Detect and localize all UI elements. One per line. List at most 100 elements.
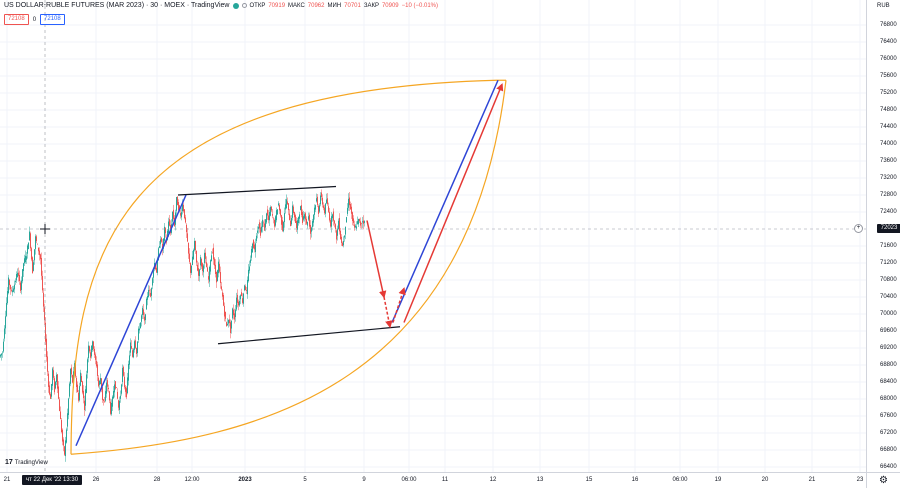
candle-body	[190, 262, 191, 273]
candle-body	[78, 392, 79, 401]
candle-body	[196, 250, 197, 263]
candle-body	[240, 295, 241, 300]
time-axis[interactable]: 21 26 28 12:00 2023 5 9 06:00 11 12 13 15 16 06:00 19 2…	[0, 472, 866, 489]
candle-body	[242, 298, 243, 303]
candle-body	[96, 360, 97, 367]
blue-trend-line[interactable]	[391, 79, 499, 323]
candle-body	[188, 242, 189, 254]
candle-body	[333, 211, 334, 221]
candle-body	[81, 376, 82, 383]
candle-body	[204, 252, 205, 264]
candle-body	[300, 206, 301, 211]
candle-body	[146, 298, 147, 310]
candle-body	[313, 214, 314, 223]
blue-trend-line[interactable]	[75, 194, 187, 447]
chart-plot-area[interactable]	[0, 0, 866, 472]
candle-body	[359, 218, 360, 222]
candle-body	[191, 265, 192, 273]
spread-value: 0	[32, 16, 37, 23]
price-tick-label: 75600	[880, 72, 897, 79]
candle-body	[288, 203, 289, 211]
candle-body	[102, 387, 103, 400]
candle-body	[291, 218, 292, 225]
fib-arc-upper[interactable]	[70, 79, 498, 455]
candle-body	[56, 374, 57, 383]
sell-button[interactable]: 72108	[4, 14, 29, 25]
candle-body	[29, 231, 30, 241]
candle-body	[309, 214, 310, 227]
current-price-label: 72023	[877, 224, 900, 233]
price-tick-label: 68400	[880, 378, 897, 385]
red-forecast-arrow[interactable]	[403, 83, 504, 323]
candle-body	[11, 289, 12, 291]
symbol-legend[interactable]: US DOLLAR-RUBLE FUTURES (MAR 2023) · 30 …	[4, 2, 438, 9]
candle-body	[318, 206, 319, 214]
channel-boundary-line[interactable]	[177, 185, 337, 196]
candle-body	[348, 198, 349, 208]
candle-body	[201, 258, 202, 267]
candle-body	[286, 199, 287, 209]
chart-settings-gear-icon[interactable]: ⚙	[866, 472, 900, 488]
candle-body	[116, 387, 117, 388]
candle-body	[140, 322, 141, 329]
price-tick-label: 66400	[880, 463, 897, 470]
time-tick-label: 15	[585, 477, 593, 483]
candle-body	[183, 204, 184, 212]
red-forecast-arrow[interactable]	[383, 296, 393, 329]
symbol-title[interactable]: US DOLLAR-RUBLE FUTURES (MAR 2023) · 30 …	[4, 2, 230, 9]
candle-body	[266, 213, 267, 223]
time-tick-label: 13	[536, 477, 544, 483]
candle-body	[254, 244, 255, 250]
fib-arc-lower[interactable]	[70, 80, 507, 455]
candle-body	[38, 247, 39, 252]
candle-body	[292, 205, 293, 218]
candle-body	[231, 320, 232, 329]
chart-drawings[interactable]	[70, 79, 507, 455]
price-alert-icon[interactable]: +	[854, 224, 863, 233]
candle-body	[27, 245, 28, 254]
candle-body	[203, 265, 204, 273]
candle-body	[180, 213, 181, 216]
candle-body	[63, 439, 64, 446]
channel-boundary-line[interactable]	[217, 326, 401, 345]
candle-body	[275, 216, 276, 226]
candle-body	[110, 401, 111, 414]
candle-body	[310, 225, 311, 234]
candle-body	[248, 269, 249, 282]
price-axis[interactable]: RUB 76800 76400 76000 75600 75200 74800 74400 7…	[854, 0, 900, 472]
candle-body	[111, 402, 112, 415]
red-forecast-arrow[interactable]	[366, 220, 387, 299]
candle-body	[213, 247, 214, 260]
axis-currency-label[interactable]: RUB	[877, 3, 890, 9]
candle-body	[21, 280, 22, 290]
red-forecast-arrow[interactable]	[392, 287, 406, 323]
candle-body	[90, 352, 91, 358]
candle-body	[339, 217, 340, 232]
candle-body	[322, 197, 323, 205]
candle-body	[10, 285, 11, 290]
tradingview-logo[interactable]: 17 TradingView	[5, 459, 48, 466]
candle-body	[141, 315, 142, 322]
candle-body	[297, 220, 298, 230]
candle-body	[178, 202, 179, 211]
candle-body	[269, 211, 270, 221]
buy-button[interactable]: 72108	[40, 14, 65, 25]
candle-body	[59, 399, 60, 412]
time-tick-label: 21	[808, 477, 816, 483]
candle-body	[58, 386, 59, 399]
candle-body	[350, 204, 351, 210]
candle-body	[220, 272, 221, 284]
candle-body	[344, 235, 345, 238]
price-tick-label: 70400	[880, 293, 897, 300]
candle-body	[133, 349, 134, 358]
candle-body	[17, 272, 18, 277]
candle-body	[71, 367, 72, 375]
price-tick-label: 75200	[880, 89, 897, 96]
candle-body	[358, 219, 359, 225]
chart-grid	[0, 0, 866, 472]
candle-body	[271, 206, 272, 211]
candle-body	[84, 400, 85, 411]
settings-circle-icon[interactable]	[241, 3, 247, 8]
price-tick-label: 68800	[880, 361, 897, 368]
